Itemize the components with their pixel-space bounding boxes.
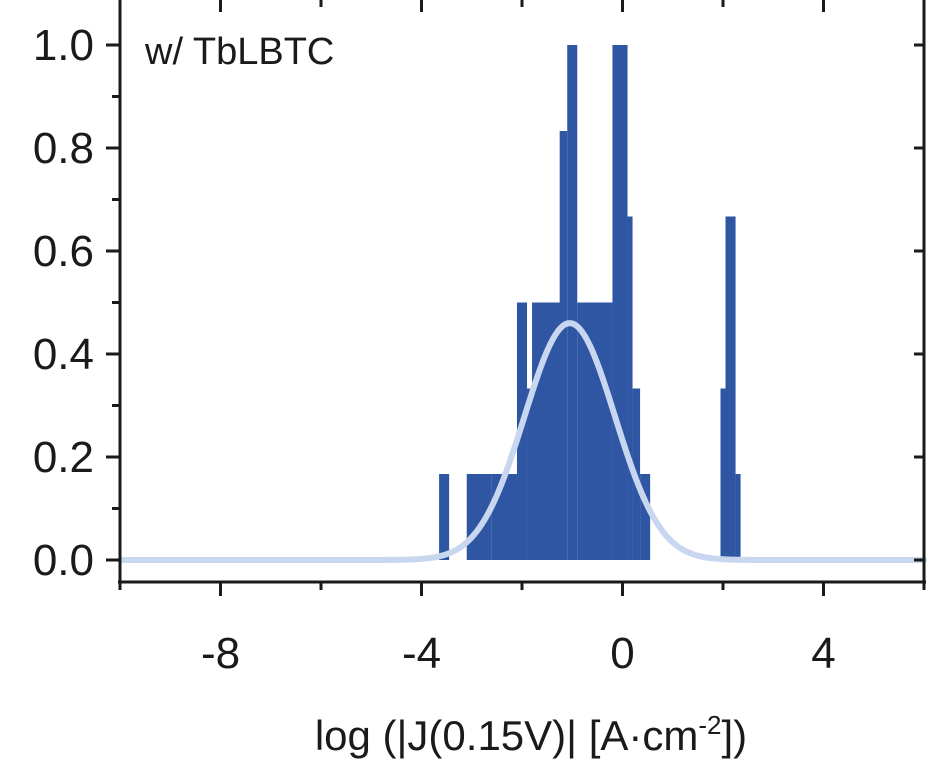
panel-annotation: w/ TbLBTC xyxy=(144,31,334,73)
x-tick-label-3: 4 xyxy=(811,629,835,678)
histogram-bar-9 xyxy=(612,45,628,560)
histogram-bar-15 xyxy=(735,473,741,560)
histogram-bar-12 xyxy=(640,473,651,560)
x-tick-label-0: -8 xyxy=(201,629,240,678)
gaussian-fit-line xyxy=(117,320,927,563)
y-tick-label-5: 1.0 xyxy=(33,21,94,70)
histogram-bar-13 xyxy=(720,388,726,560)
histogram-bar-14 xyxy=(725,216,736,560)
histogram-bar-7 xyxy=(567,45,578,560)
fit-layer xyxy=(117,320,927,563)
x-tick-label-1: -4 xyxy=(402,629,441,678)
y-tick-label-2: 0.4 xyxy=(33,330,94,379)
y-tick-label-3: 0.6 xyxy=(33,227,94,276)
histogram-bar-8 xyxy=(577,302,613,560)
y-tick-label-1: 0.2 xyxy=(33,433,94,482)
y-tick-label-4: 0.8 xyxy=(33,124,94,173)
histogram-bar-2 xyxy=(491,473,517,560)
histogram-bar-0 xyxy=(439,473,450,560)
x-axis-label: log (|J(0.15V)| [A·cm-2]) xyxy=(315,710,747,759)
x-axis-label-superscript: -2 xyxy=(698,710,721,740)
bars-layer xyxy=(439,45,741,560)
y-tick-label-0: 0.0 xyxy=(33,536,94,585)
x-tick-label-2: 0 xyxy=(610,629,634,678)
ticks-layer: -8 -4 0 4 0.0 0.2 0.4 0.6 0.8 1.0 xyxy=(33,0,926,678)
histogram-bar-5 xyxy=(532,302,563,560)
x-axis-label-end: ]) xyxy=(722,712,748,759)
histogram-bar-4 xyxy=(527,388,535,560)
histogram-bar-10 xyxy=(627,216,633,560)
histogram-bar-6 xyxy=(559,131,568,560)
x-axis-label-main: log (|J(0.15V)| [A·cm xyxy=(315,712,699,759)
